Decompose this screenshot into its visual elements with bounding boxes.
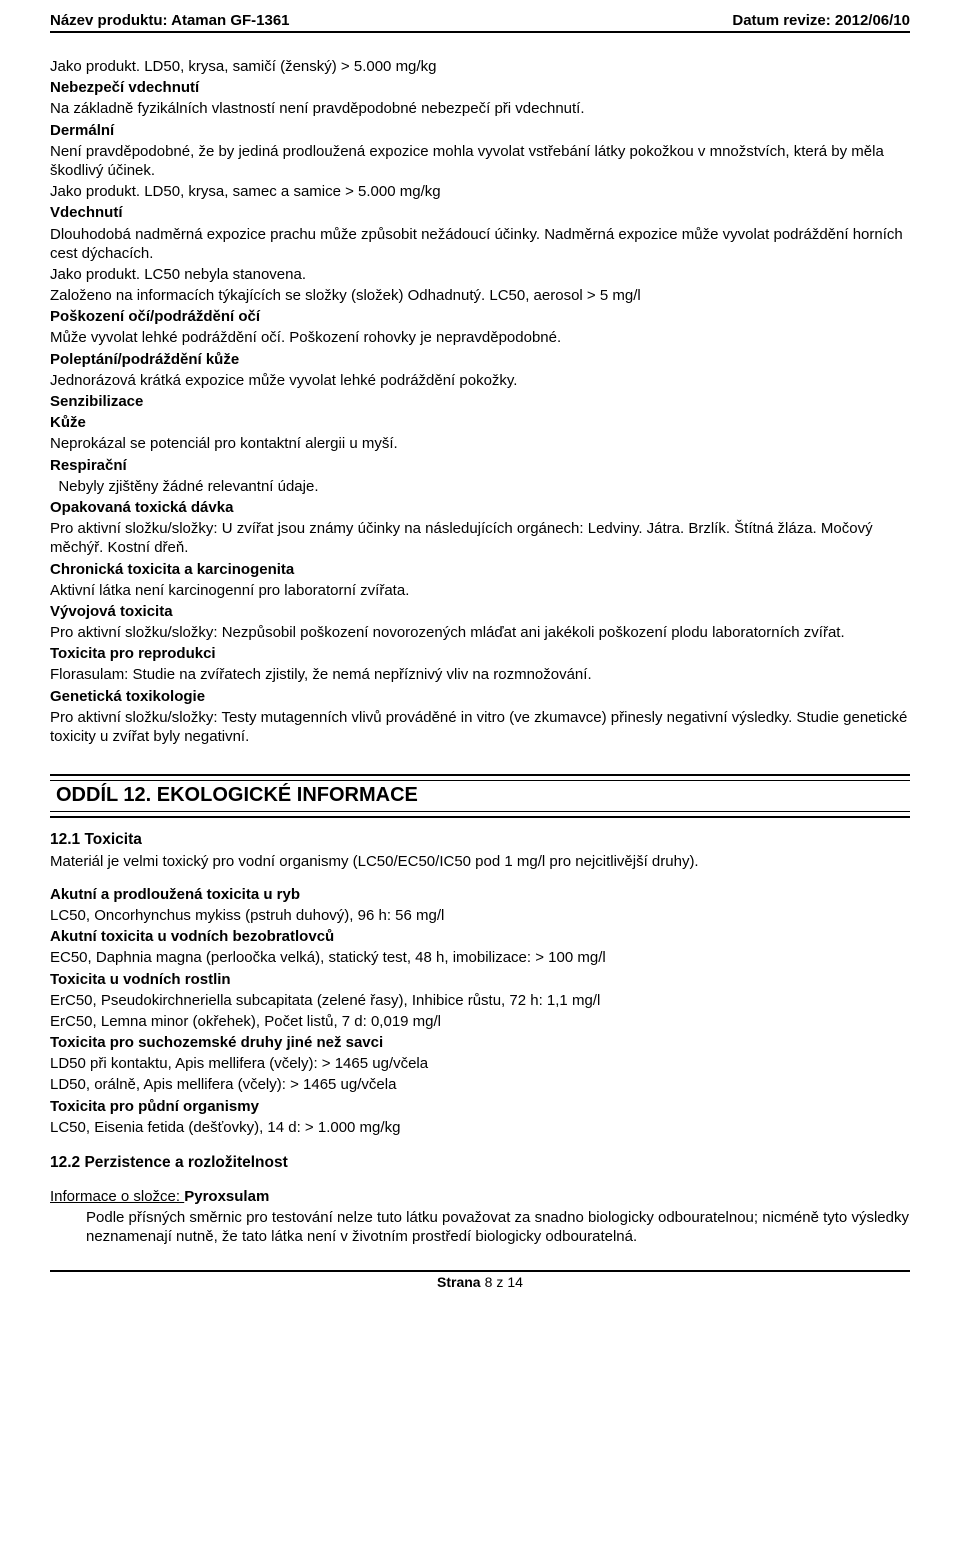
text-line: Dlouhodobá nadměrná expozice prachu může… [50,225,910,263]
text-line: Pro aktivní složku/složky: Testy mutagen… [50,708,910,746]
text-line: EC50, Daphnia magna (perloočka velká), s… [50,948,910,967]
heading-invertebrate-toxicity: Akutní toxicita u vodních bezobratlovců [50,927,910,946]
page-footer: Strana 8 z 14 [50,1270,910,1290]
heading-12-2-persistence: 12.2 Perzistence a rozložitelnost [50,1153,910,1173]
product-name: Ataman GF-1361 [171,12,289,29]
text-line: Nebyly zjištěny žádné relevantní údaje. [50,477,910,496]
heading-eye-damage: Poškození očí/podráždění očí [50,307,910,326]
text-line: Není pravděpodobné, že by jediná prodlou… [50,142,910,180]
document-body: Jako produkt. LD50, krysa, samičí (žensk… [50,57,910,1246]
section-12-title: ODDÍL 12. EKOLOGICKÉ INFORMACE [50,780,910,812]
text-line: Pro aktivní složku/složky: Nezpůsobil po… [50,623,910,642]
text-line: LC50, Oncorhynchus mykiss (pstruh duhový… [50,906,910,925]
text-line: ErC50, Pseudokirchneriella subcapitata (… [50,991,910,1010]
heading-inhalation-hazard: Nebezpečí vdechnutí [50,78,910,97]
text-line: Pro aktivní složku/složky: U zvířat jsou… [50,519,910,557]
heading-respiratory: Respirační [50,456,910,475]
heading-fish-toxicity: Akutní a prodloužená toxicita u ryb [50,885,910,904]
document-header: Název produktu: Ataman GF-1361 Datum rev… [50,12,910,33]
text-line: Materiál je velmi toxický pro vodní orga… [50,852,910,871]
heading-12-1-toxicity: 12.1 Toxicita [50,830,910,850]
footer-page-total: 14 [507,1274,523,1290]
heading-sensitization: Senzibilizace [50,392,910,411]
heading-chronic-toxicity: Chronická toxicita a karcinogenita [50,560,910,579]
footer-page-label: Strana [437,1274,481,1290]
component-name: Pyroxsulam [184,1188,269,1205]
component-info-label: Informace o složce: [50,1188,184,1205]
footer-page-current: 8 [485,1274,493,1290]
text-line: Může vyvolat lehké podráždění očí. Poško… [50,328,910,347]
text-line: Podle přísných směrnic pro testování nel… [50,1208,910,1246]
heading-developmental-toxicity: Vývojová toxicita [50,602,910,621]
footer-page-separator: z [496,1274,503,1290]
heading-terrestrial-toxicity: Toxicita pro suchozemské druhy jiné než … [50,1033,910,1052]
text-line: Jako produkt. LC50 nebyla stanovena. [50,265,910,284]
revision-date-label: Datum revize: [732,12,830,29]
heading-repeated-dose: Opakovaná toxická dávka [50,498,910,517]
heading-skin: Kůže [50,413,910,432]
revision-date: 2012/06/10 [835,12,910,29]
section-12-title-box: ODDÍL 12. EKOLOGICKÉ INFORMACE [50,774,910,818]
text-line: LC50, Eisenia fetida (dešťovky), 14 d: >… [50,1118,910,1137]
text-line: LD50 při kontaktu, Apis mellifera (včely… [50,1054,910,1073]
heading-soil-toxicity: Toxicita pro půdní organismy [50,1097,910,1116]
heading-reproductive-toxicity: Toxicita pro reprodukci [50,644,910,663]
heading-inhalation: Vdechnutí [50,203,910,222]
text-line: Založeno na informacích týkajících se sl… [50,286,910,305]
heading-dermal: Dermální [50,121,910,140]
heading-genetic-toxicology: Genetická toxikologie [50,687,910,706]
text-line: Florasulam: Studie na zvířatech zjistily… [50,665,910,684]
heading-aquatic-plant-toxicity: Toxicita u vodních rostlin [50,970,910,989]
header-right: Datum revize: 2012/06/10 [732,12,910,29]
heading-skin-corrosion: Poleptání/podráždění kůže [50,350,910,369]
text-line: Jednorázová krátká expozice může vyvolat… [50,371,910,390]
text-line: Na základně fyzikálních vlastností není … [50,99,910,118]
text-line: ErC50, Lemna minor (okřehek), Počet list… [50,1012,910,1031]
text-line: Neprokázal se potenciál pro kontaktní al… [50,434,910,453]
product-name-label: Název produktu: [50,12,168,29]
text-line: Aktivní látka není karcinogenní pro labo… [50,581,910,600]
component-info-line: Informace o složce: Pyroxsulam [50,1187,910,1206]
text-line: Jako produkt. LD50, krysa, samec a samic… [50,182,910,201]
text-line: LD50, orálně, Apis mellifera (včely): > … [50,1075,910,1094]
header-left: Název produktu: Ataman GF-1361 [50,12,290,29]
text-line: Jako produkt. LD50, krysa, samičí (žensk… [50,57,910,76]
